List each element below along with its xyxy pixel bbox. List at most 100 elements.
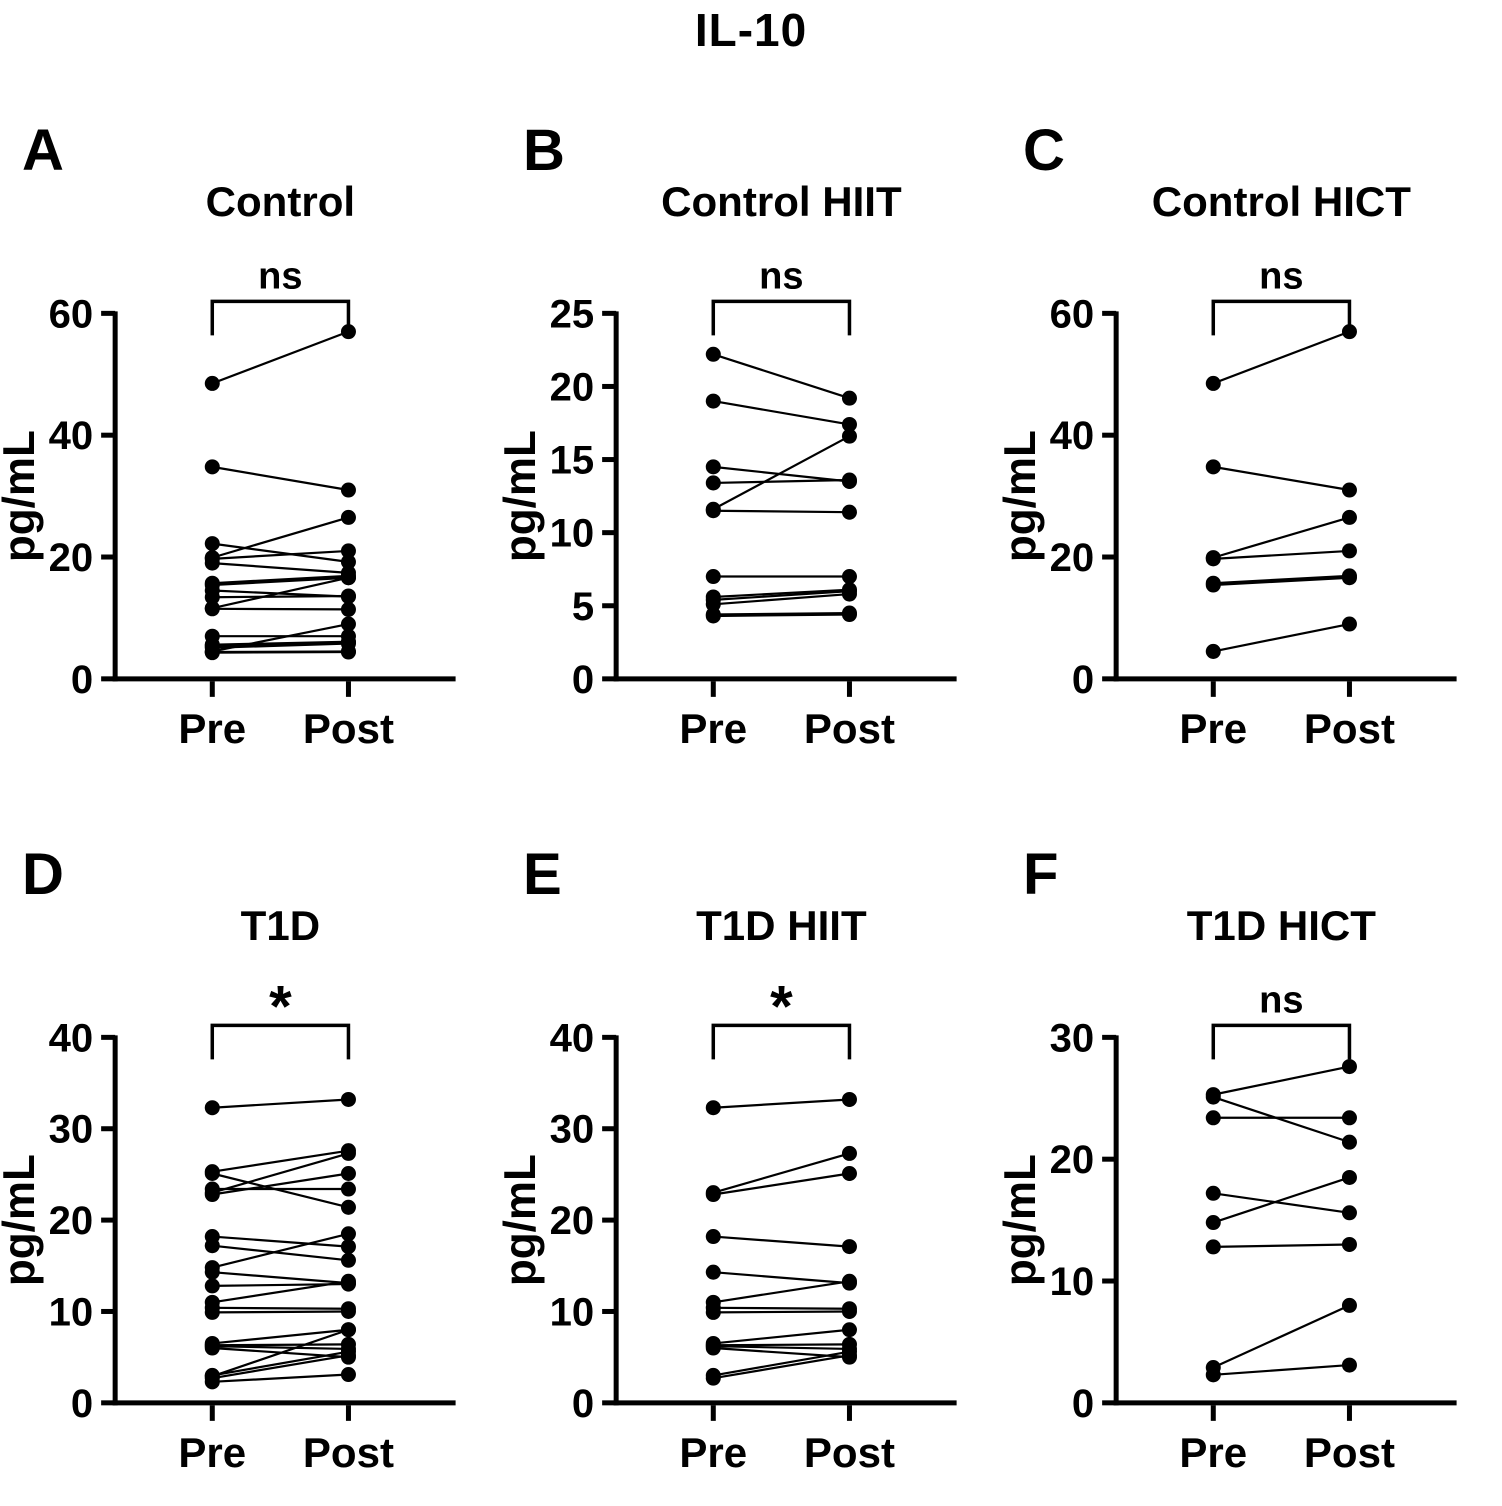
data-point-pre: [705, 503, 721, 519]
x-tick-label-post: Post: [804, 1429, 895, 1476]
pair-line: [712, 1280, 850, 1304]
y-axis-title: pg/mL: [0, 1154, 44, 1286]
data-point-post: [1342, 1205, 1358, 1221]
y-tick-label: 60: [49, 292, 94, 336]
panel-b: B Control HIIT ns 0 5 10 15 20 25 pg/mL Pre Post: [501, 58, 1002, 782]
pair-line: [712, 1354, 850, 1380]
panel-f-title: T1D HICT: [1187, 902, 1377, 949]
data-point-pre: [1206, 577, 1222, 593]
data-point-post: [340, 543, 356, 559]
pair-line: [712, 1271, 850, 1285]
panel-d-chart: D T1D * 0 10 20 30 40 pg/mL Pre Post: [0, 842, 456, 1476]
y-tick-label: 20: [549, 365, 594, 409]
y-tick-label: 20: [49, 536, 94, 580]
data-point-post: [1342, 1357, 1358, 1373]
data-point-post: [841, 607, 857, 623]
y-tick-label: 20: [1050, 536, 1095, 580]
y-tick-label: 15: [549, 439, 594, 483]
data-point-post: [340, 324, 356, 340]
x-tick-label-post: Post: [303, 1429, 394, 1476]
x-tick-label-pre: Pre: [1180, 1429, 1248, 1476]
data-point-pre: [204, 1187, 220, 1203]
data-point-pre: [204, 1278, 220, 1294]
data-point-post: [1342, 1297, 1358, 1313]
panel-d-title: T1D: [241, 902, 320, 949]
panel-letter-f: F: [1023, 842, 1058, 907]
pair-line: [712, 1152, 850, 1194]
data-point-post: [1342, 543, 1358, 559]
data-point-post: [841, 1303, 857, 1319]
data-point-pre: [705, 475, 721, 491]
pair-line: [712, 1098, 850, 1109]
pair-line: [211, 1328, 349, 1378]
data-point-pre: [1206, 643, 1222, 659]
y-tick-label: 0: [71, 658, 93, 702]
data-point-post: [841, 586, 857, 602]
pair-line: [212, 1098, 349, 1109]
pair-line: [212, 1280, 349, 1304]
data-point-pre: [705, 608, 721, 624]
data-point-post: [841, 390, 857, 406]
panel-letter-e: E: [523, 842, 562, 907]
data-point-pre: [705, 568, 721, 585]
data-point-post: [340, 1145, 356, 1161]
data-point-post: [340, 509, 356, 525]
pair-line: [211, 516, 349, 559]
pair-line: [712, 613, 850, 618]
pair-line: [212, 1345, 349, 1351]
panel-letter-a: A: [22, 118, 64, 183]
pair-line: [1213, 622, 1351, 653]
y-tick-label: 0: [71, 1382, 93, 1426]
y-tick-label: 10: [549, 1290, 594, 1334]
panel-f: F T1D HICT ns 0 10 20 30 pg/mL Pre Post: [1001, 782, 1502, 1506]
data-point-post: [1342, 1134, 1358, 1150]
data-point-pre: [1206, 459, 1222, 475]
pair-line: [1213, 574, 1350, 585]
data-point-post: [340, 616, 356, 632]
pair-line: [212, 1328, 349, 1345]
data-point-pre: [204, 536, 220, 552]
pair-line: [1213, 1176, 1351, 1224]
pair-line: [1213, 549, 1350, 560]
x-tick-label-post: Post: [303, 705, 394, 752]
pair-line: [712, 353, 850, 400]
data-point-pre: [204, 1264, 220, 1280]
data-point-post: [340, 1252, 356, 1268]
panel-d: D T1D * 0 10 20 30 40 pg/mL Pre Post: [0, 782, 501, 1506]
pair-line: [712, 1310, 850, 1314]
data-point-pre: [204, 1304, 220, 1320]
pair-line: [211, 330, 349, 385]
pair-line: [212, 1149, 349, 1173]
y-tick-label: 30: [1050, 1016, 1095, 1060]
pair-line: [712, 1235, 850, 1248]
pair-line: [1213, 516, 1351, 559]
pair-line: [212, 1354, 349, 1380]
data-point-pre: [204, 1238, 220, 1254]
y-axis-title: pg/mL: [0, 430, 44, 562]
pair-line: [212, 622, 349, 653]
data-point-pre: [204, 1165, 220, 1182]
y-tick-label: 40: [549, 1016, 594, 1060]
pair-line: [712, 509, 850, 514]
data-point-post: [841, 428, 857, 444]
data-point-pre: [204, 555, 220, 571]
pair-line: [712, 399, 850, 426]
data-point-post: [1342, 482, 1358, 498]
data-point-post: [841, 1322, 857, 1338]
panel-letter-c: C: [1023, 118, 1065, 183]
y-tick-label: 20: [1050, 1138, 1095, 1182]
panel-c-title: Control HICT: [1152, 178, 1412, 225]
comparison-bracket: [210, 299, 351, 336]
pair-line: [212, 1172, 349, 1196]
data-point-post: [340, 1239, 356, 1255]
panel-e: E T1D HIIT * 0 10 20 30 40 pg/mL Pre Post: [501, 782, 1002, 1506]
panel-c-chart: C Control HICT ns 0 20 40 60 pg/mL Pre Post: [1001, 118, 1457, 752]
pair-line: [212, 1172, 349, 1209]
y-tick-label: 10: [49, 1290, 94, 1334]
x-tick-label-pre: Pre: [178, 705, 246, 752]
pair-line: [212, 594, 349, 599]
data-point-post: [340, 570, 356, 586]
y-tick-label: 40: [49, 1016, 94, 1060]
data-point-post: [1342, 1110, 1358, 1126]
data-point-pre: [1206, 1110, 1222, 1126]
